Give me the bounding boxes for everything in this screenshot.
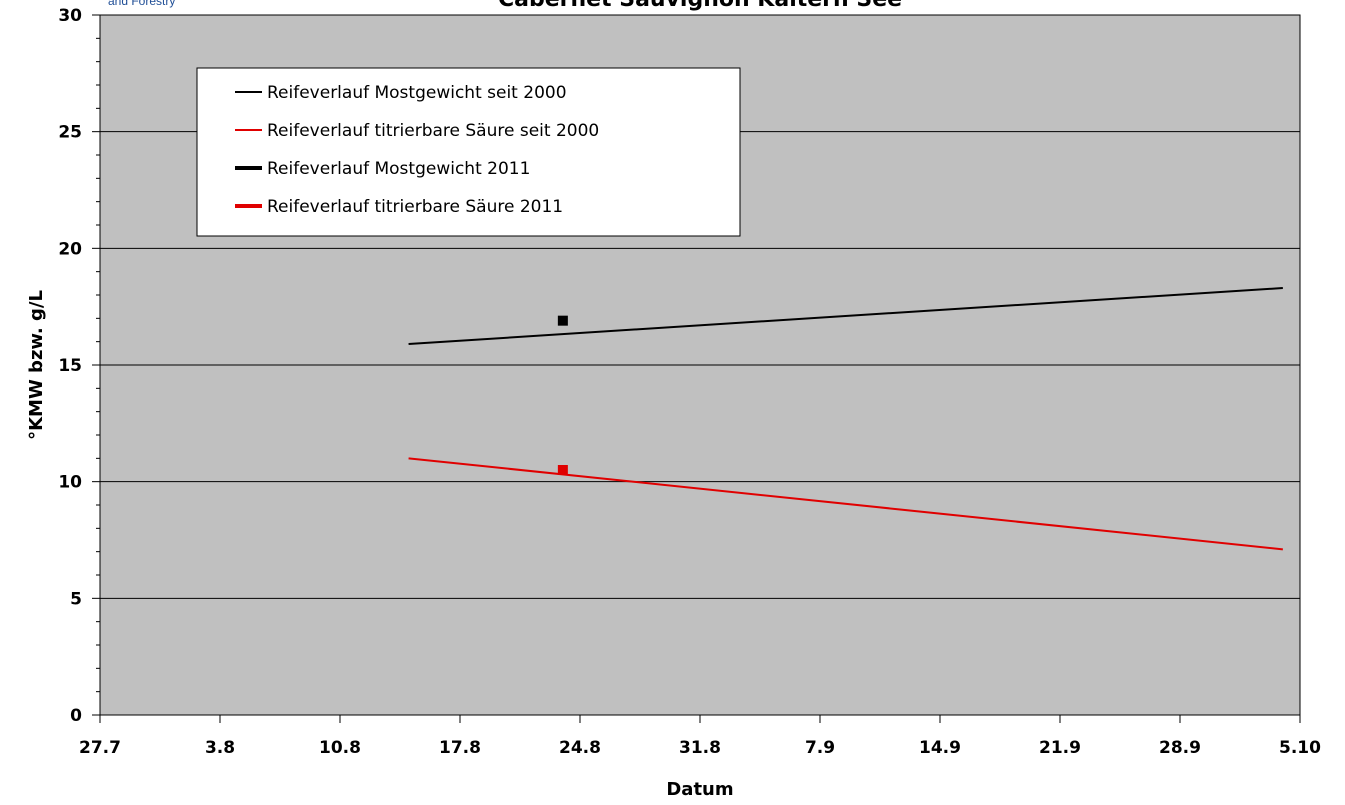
chart-title: Cabernet Sauvignon Kaltern See (498, 0, 902, 12)
y-tick-label: 0 (70, 706, 82, 726)
legend-box (196, 67, 741, 237)
legend-label: Reifeverlauf titrierbare Säure seit 2000 (267, 121, 599, 141)
y-tick-label: 30 (58, 6, 82, 26)
x-axis-title: Datum (666, 779, 733, 800)
y-tick-label: 20 (58, 239, 82, 259)
axes: 0 5 10 15 20 25 30 27.7 3.8 10.8 17.8 24.8 31.8 7.9 14… (58, 6, 1321, 758)
x-tick-label: 3.8 (205, 738, 235, 758)
series-marker-4 (557, 465, 568, 475)
legend-label: Reifeverlauf Mostgewicht seit 2000 (267, 83, 567, 103)
legend: Reifeverlauf Mostgewicht seit 2000 Reifev… (196, 67, 741, 237)
series-line-1 (408, 287, 1283, 345)
x-tick-label: 17.8 (439, 738, 481, 758)
x-tick-label: 7.9 (805, 738, 835, 758)
series (408, 287, 1283, 551)
logo-caption: and Forestry (108, 0, 176, 8)
x-tick-label: 27.7 (79, 738, 121, 758)
series-line-2 (408, 457, 1283, 551)
x-tick-label: 31.8 (679, 738, 721, 758)
y-tick-label: 15 (58, 356, 82, 376)
y-tick-label: 10 (58, 473, 82, 493)
x-tick-label: 10.8 (319, 738, 361, 758)
series-marker-3 (557, 315, 568, 326)
x-tick-label: 14.9 (919, 738, 961, 758)
y-tick-label: 5 (70, 589, 82, 609)
y-tick-label: 25 (58, 123, 82, 143)
x-tick-label: 21.9 (1039, 738, 1081, 758)
x-tick-label: 5.10 (1279, 738, 1321, 758)
legend-label: Reifeverlauf titrierbare Säure 2011 (267, 197, 563, 217)
x-tick-label: 24.8 (559, 738, 601, 758)
y-axis-title: °KMW bzw. g/L (26, 290, 47, 440)
x-tick-label: 28.9 (1159, 738, 1201, 758)
legend-label: Reifeverlauf Mostgewicht 2011 (267, 159, 530, 179)
